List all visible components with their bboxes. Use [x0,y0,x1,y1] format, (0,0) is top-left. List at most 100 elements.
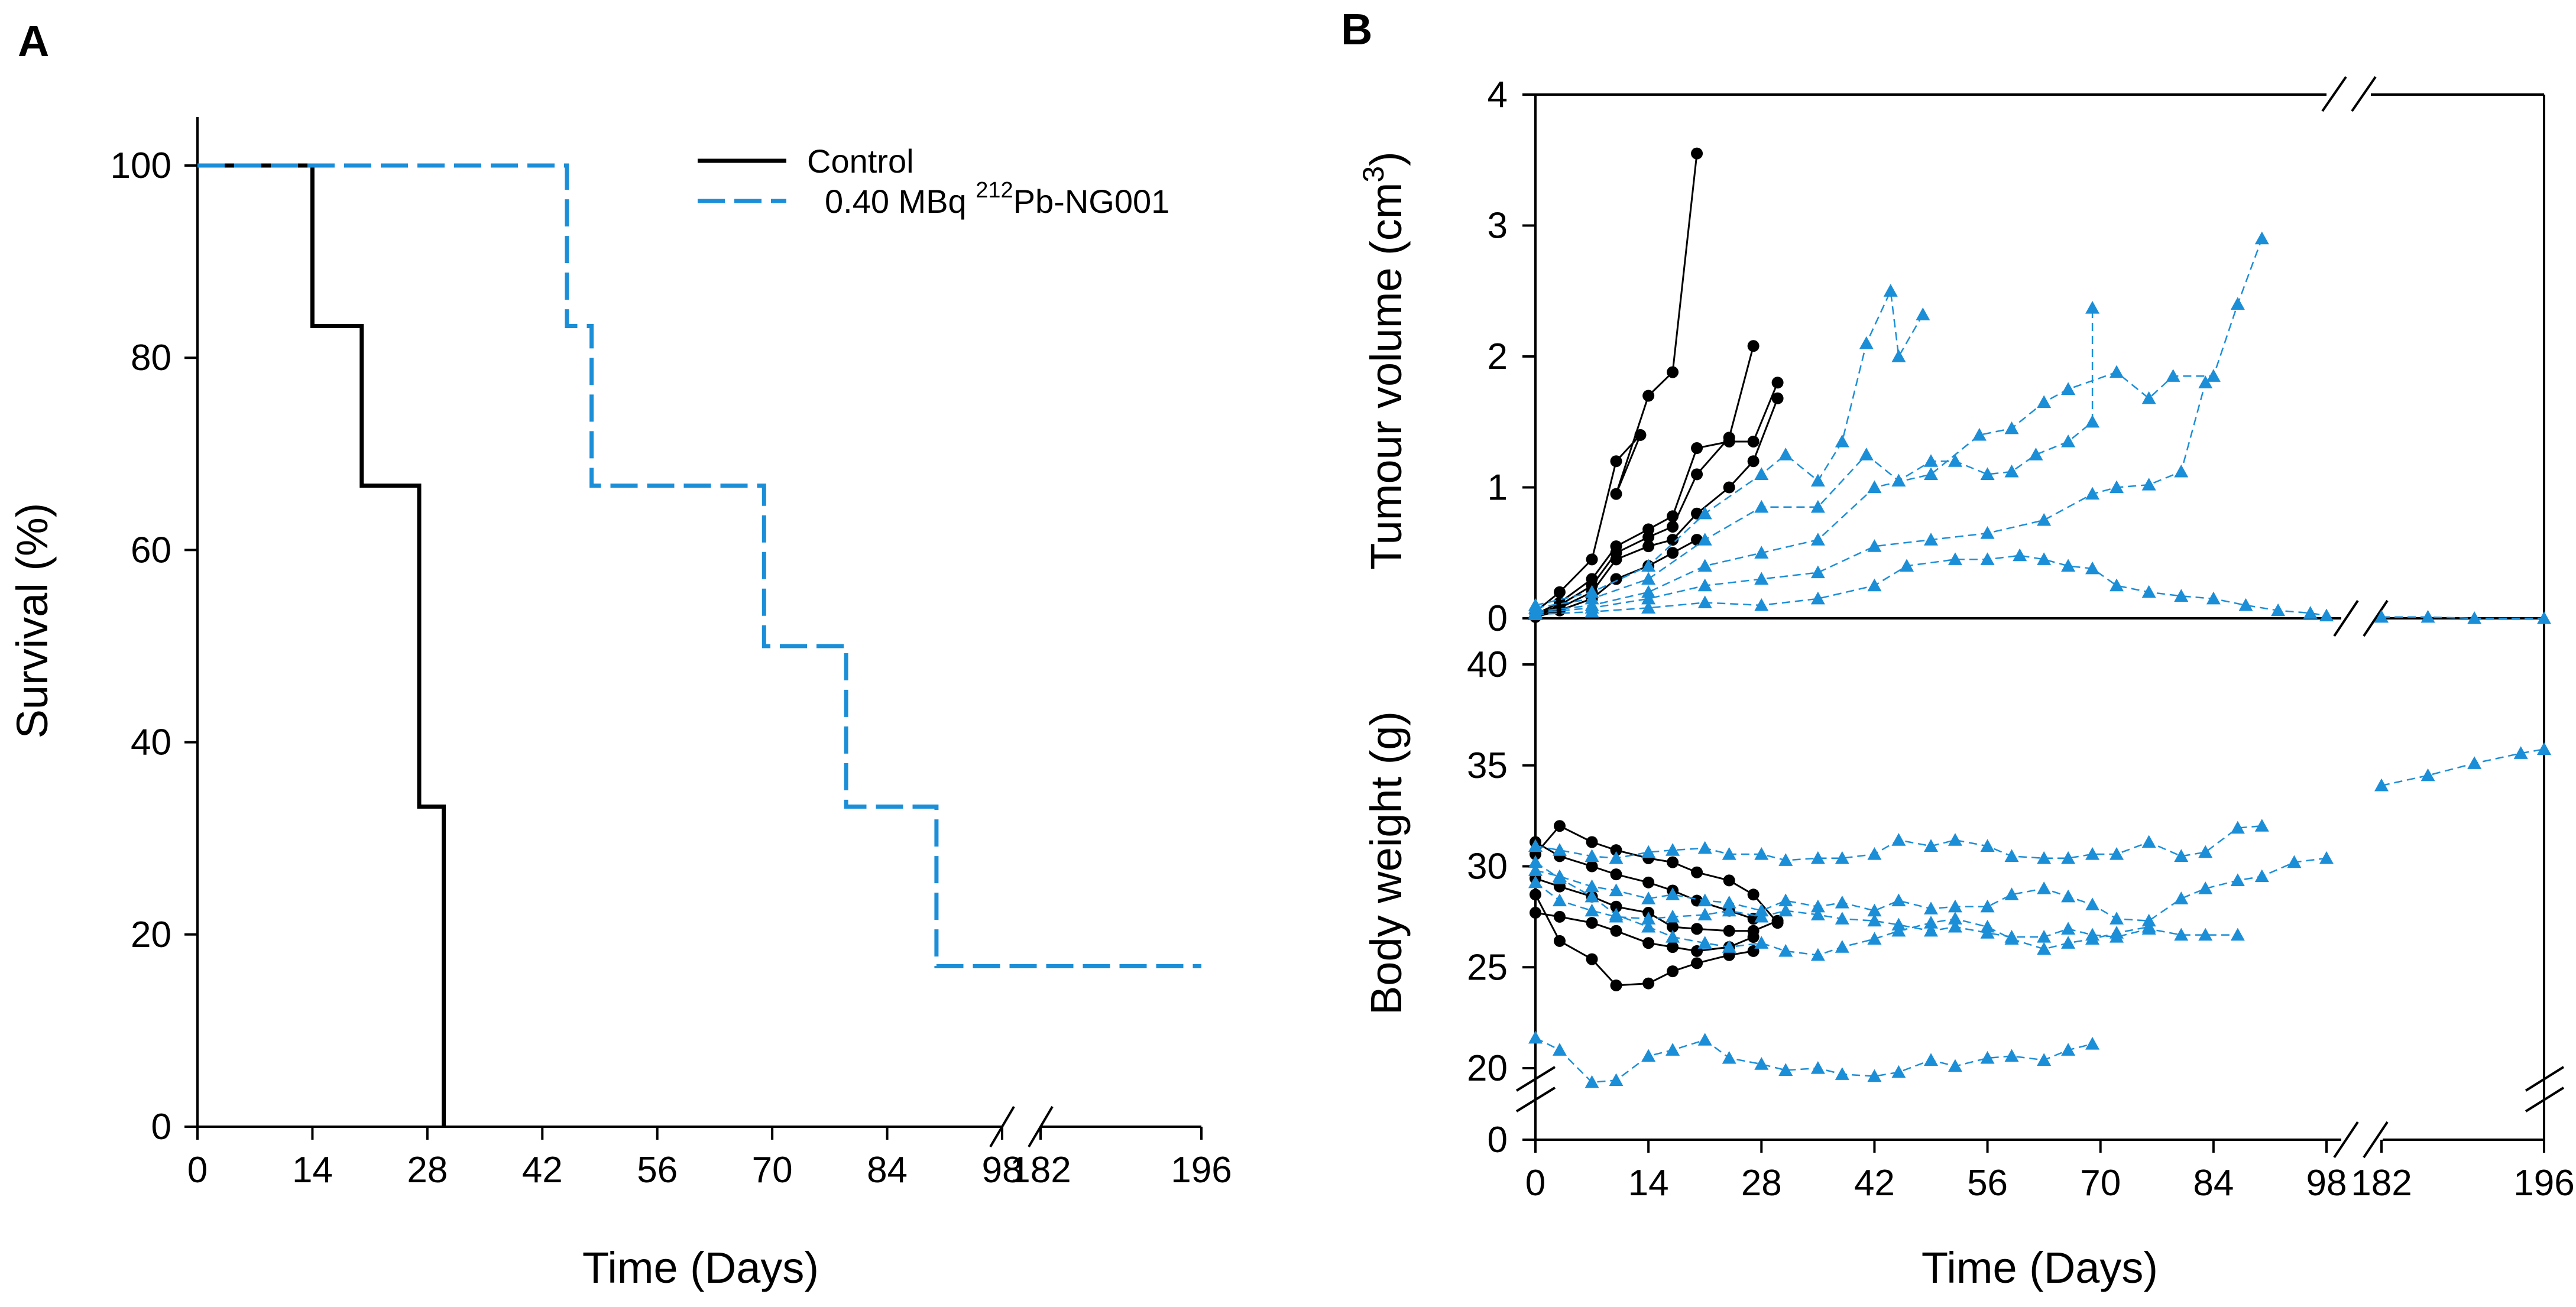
treated-data-point [2421,768,2435,781]
treated-data-point [2166,369,2180,382]
treated-data-point [2513,746,2528,759]
treated-data-point [1810,591,1825,605]
treated-data-point [1980,1050,1995,1064]
treated-data-point [1552,893,1567,907]
treated-data-point [2537,611,2551,624]
treated-data-point [1641,891,1656,904]
treated-data-point [2230,297,2245,310]
control-data-point [1642,390,1655,402]
treated-data-point [1972,427,1987,441]
treated-data-point [1754,936,1769,949]
treated-data-point [1948,454,1962,467]
treated-data-point [2004,464,2019,478]
treated-data-point [1697,936,1712,949]
treated-data-point [1980,919,1995,933]
treated-data-point [2374,778,2389,792]
treated-data-point [1810,907,1825,921]
treated-data-point [2029,447,2043,460]
treated-data-point [2198,881,2213,894]
panel-b-x-label: Time (Days) [1922,1243,2158,1292]
treated-data-point [2206,369,2221,382]
control-data-point [1667,920,1679,933]
treated-data-point [2037,1053,2052,1066]
treated-data-point [1585,585,1599,598]
x-tick-label: 182 [1010,1150,1071,1191]
panel-b-top-y-ticks: 0 1 2 3 4 [1488,74,1535,639]
treated-data-point [1867,932,1882,945]
y-tick-label: 1 [1488,468,1508,508]
control-data-point [1723,874,1735,887]
panel-b-top-break-2 [2351,76,2377,112]
treated-data-point [1641,919,1656,933]
control-series-line [1535,877,1778,932]
treated-data-point [1697,595,1712,609]
treated-data-point [1835,434,1849,447]
panel-a-series [197,163,1201,1127]
treated-data-point [1948,912,1962,925]
treated-data-point [1641,559,1656,572]
treated-data-point [1528,855,1543,868]
treated-data-point [1835,912,1849,925]
panel-a-x-label: Time (Days) [582,1243,819,1292]
control-data-point [1691,442,1703,455]
treated-data-point [1528,607,1543,620]
y-tick-label: 2 [1488,336,1508,377]
panel-b-top-y-label: Tumour volume (cm3) [1357,151,1411,570]
treated-data-point [1722,1050,1736,1064]
treated-data-point [2174,849,2189,862]
x-tick-label: 196 [2513,1163,2574,1204]
treated-data-point [2198,845,2213,858]
treated-data-point [2110,578,2124,592]
treated-data-point [1867,1069,1882,1082]
treated-data-point [1609,1073,1624,1087]
control-data-point [1747,455,1760,468]
control-data-point [1530,907,1541,919]
treated-data-point [1948,833,1962,846]
y-tick-label: 4 [1488,74,1508,115]
treated-data-point [1754,909,1769,923]
control-data-point [1747,888,1760,901]
panel-b-top-y-label-main: Tumour volume (cm [1362,183,1411,570]
control-data-point [1610,844,1622,857]
control-data-point [1530,888,1541,901]
control-data-point [1610,925,1622,937]
control-data-point [1667,520,1679,533]
treated-data-point [1666,887,1680,900]
panel-b-y-break-right-2 [2525,1087,2565,1113]
treated-series-line [1535,881,2238,938]
panel-b-top-y-label-sup: 3 [1357,166,1390,183]
treated-data-point [2037,942,2052,955]
treated-data-point [1948,552,1962,565]
control-data-point [1553,935,1566,947]
control-data-point [1723,432,1735,444]
treated-data-point [2004,1049,2019,1062]
y-tick-label: 25 [1467,947,1508,988]
treated-data-point [2287,855,2302,868]
control-data-point [1586,860,1598,873]
treated-data-point [1609,851,1624,864]
treated-data-point [1891,893,1906,907]
x-tick-label: 28 [407,1150,448,1191]
control-data-point [1691,923,1703,935]
panel-a-letter: A [18,17,49,66]
control-data-point [1691,147,1703,160]
x-tick-label: 56 [637,1150,678,1191]
control-data-point [1747,340,1760,352]
treated-data-point [1528,863,1543,876]
treated-data-point [2085,1037,2100,1050]
treated-data-point [1859,336,1874,349]
treated-data-point [2110,912,2124,925]
treated-data-point [1528,839,1543,852]
x-tick-label: 42 [1854,1163,1895,1204]
treated-data-point [1980,526,1995,539]
treated-data-point [1754,847,1769,860]
control-data-point [1610,488,1622,500]
treated-data-point [2271,603,2286,617]
treated-data-point [1867,903,1882,917]
treated-series-line [1535,382,2206,614]
x-tick-label: 0 [187,1150,208,1191]
treated-survival-line [197,163,1201,968]
panel-b: B 0 1 2 3 4 0 20 25 30 35 40 0 14 28 42 56 70 84 98 182 19… [1341,5,2575,1292]
treated-data-point [1835,851,1849,864]
